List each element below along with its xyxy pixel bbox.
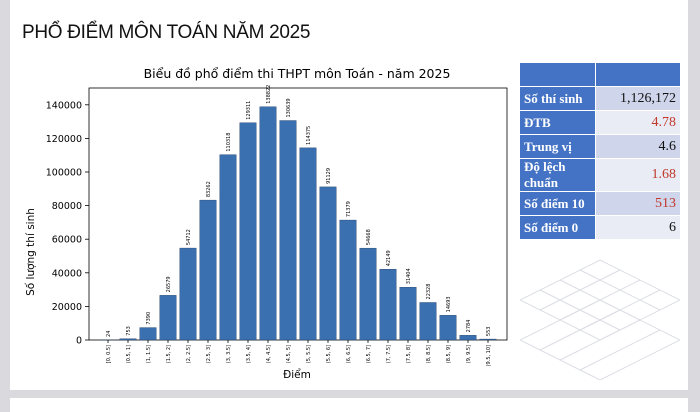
- bar-value-label: 83262: [206, 181, 212, 197]
- x-tick-label: (7.5, 8]: [406, 345, 412, 363]
- x-tick-label: (9.5, 10]: [486, 345, 492, 366]
- bar: [380, 269, 396, 340]
- x-tick-label: (0.5, 1]: [126, 345, 132, 363]
- bar-value-label: 753: [126, 326, 132, 336]
- chart-xlabel: Điểm: [283, 368, 311, 381]
- bar-value-label: 138822: [266, 85, 272, 104]
- y-tick-label: 140000: [46, 100, 82, 111]
- stats-label: Trung vị: [520, 135, 596, 159]
- bar-value-label: 26579: [166, 276, 172, 292]
- stats-label: Số thí sinh: [520, 87, 596, 111]
- x-tick-label: (6, 6.5]: [346, 345, 352, 363]
- bar-value-label: 553: [486, 327, 492, 337]
- y-tick-label: 80000: [52, 201, 82, 212]
- bar: [240, 123, 256, 340]
- bar: [160, 295, 176, 340]
- stats-row: Số thí sinh 1,126,172: [520, 87, 681, 111]
- x-tick-label: (3, 3.5]: [226, 345, 232, 363]
- bar-value-label: 71379: [346, 201, 352, 217]
- bar-value-label: 7390: [146, 312, 152, 325]
- bar: [360, 248, 376, 340]
- stats-value: 4.78: [596, 111, 681, 135]
- stats-row: Độ lệch chuẩn 1.68: [520, 159, 681, 192]
- plot-frame: [89, 88, 507, 340]
- bar-value-label: 54712: [186, 229, 192, 245]
- x-tick-label: (3.5, 4]: [246, 345, 252, 363]
- bar-value-label: 114375: [306, 126, 312, 145]
- stats-row: ĐTB 4.78: [520, 111, 681, 135]
- stats-value: 513: [596, 192, 681, 216]
- stats-value: 1.68: [596, 159, 681, 192]
- y-tick-label: 60000: [52, 235, 82, 246]
- x-tick-label: [0, 0.5]: [106, 345, 112, 363]
- y-tick-label: 40000: [52, 268, 82, 279]
- bar: [420, 302, 436, 340]
- stats-label: Số điểm 10: [520, 192, 596, 216]
- bar-value-label: 129311: [246, 101, 252, 120]
- decorative-grid: [520, 240, 680, 380]
- y-tick-label: 100000: [46, 168, 82, 179]
- stats-row: Số điểm 0 6: [520, 216, 681, 240]
- bar: [180, 248, 196, 340]
- x-tick-label: (4, 4.5]: [266, 345, 272, 363]
- x-tick-label: (9, 9.5]: [466, 345, 472, 363]
- bar-value-label: 110318: [226, 133, 232, 152]
- bar: [440, 315, 456, 340]
- stats-header-row: [520, 63, 681, 87]
- bar: [280, 121, 296, 340]
- chart-card: Biểu đồ phổ điểm thi THPT môn Toán - năm…: [19, 62, 515, 386]
- bar-value-label: 130639: [286, 98, 292, 117]
- stats-value: 6: [596, 216, 681, 240]
- x-tick-label: (5, 5.5]: [306, 345, 312, 363]
- x-tick-label: (1.5, 2]: [166, 345, 172, 363]
- x-tick-label: (2, 2.5]: [186, 345, 192, 363]
- bar-chart: Biểu đồ phổ điểm thi THPT môn Toán - năm…: [19, 62, 515, 386]
- bar-value-label: 14693: [446, 296, 452, 312]
- chart-ylabel: Số lượng thí sinh: [25, 208, 37, 296]
- x-tick-label: (8.5, 9]: [446, 345, 452, 363]
- bar: [320, 187, 336, 340]
- x-tick-label: (2.5, 3]: [206, 345, 212, 363]
- y-tick-label: 0: [76, 336, 82, 347]
- x-tick-label: (7, 7.5]: [386, 345, 392, 363]
- stats-row: Số điểm 10 513: [520, 192, 681, 216]
- stats-table: Số thí sinh 1,126,172 ĐTB 4.78 Trung vị …: [519, 62, 681, 240]
- bar-value-label: 91129: [326, 168, 332, 184]
- stats-label: ĐTB: [520, 111, 596, 135]
- bar-value-label: 22328: [426, 284, 432, 300]
- bar: [260, 107, 276, 340]
- stats-label: Độ lệch chuẩn: [520, 159, 596, 192]
- bar-value-label: 31404: [406, 268, 412, 284]
- bar: [200, 200, 216, 340]
- bar: [120, 339, 136, 340]
- y-tick-label: 20000: [52, 302, 82, 313]
- stats-header: [520, 63, 596, 87]
- bar: [480, 339, 496, 340]
- bar: [300, 148, 316, 340]
- stats-header: [596, 63, 681, 87]
- stats-row: Trung vị 4.6: [520, 135, 681, 159]
- bar-value-label: 2784: [466, 320, 472, 333]
- bar-value-label: 24: [106, 331, 112, 337]
- stats-label: Số điểm 0: [520, 216, 596, 240]
- chart-title: Biểu đồ phổ điểm thi THPT môn Toán - năm…: [144, 66, 451, 81]
- bar: [140, 328, 156, 340]
- bar: [220, 155, 236, 340]
- bar: [400, 287, 416, 340]
- page-title: PHỔ ĐIỂM MÔN TOÁN NĂM 2025: [22, 22, 310, 44]
- x-tick-label: (8, 8.5]: [426, 345, 432, 363]
- bar: [460, 335, 476, 340]
- stats-value: 1,126,172: [596, 87, 681, 111]
- bar-value-label: 42149: [386, 250, 392, 266]
- stats-value: 4.6: [596, 135, 681, 159]
- bar-value-label: 54668: [366, 229, 372, 245]
- x-tick-label: (4.5, 5]: [286, 345, 292, 363]
- x-tick-label: (5.5, 6]: [326, 345, 332, 363]
- y-tick-label: 120000: [46, 134, 82, 145]
- plot-area: 0 20000 40000 60000 80000 100000 120000 140000 2…: [46, 85, 507, 367]
- x-tick-label: (6.5, 7]: [366, 345, 372, 363]
- x-tick-label: (1, 1.5]: [146, 345, 152, 363]
- bar: [340, 220, 356, 340]
